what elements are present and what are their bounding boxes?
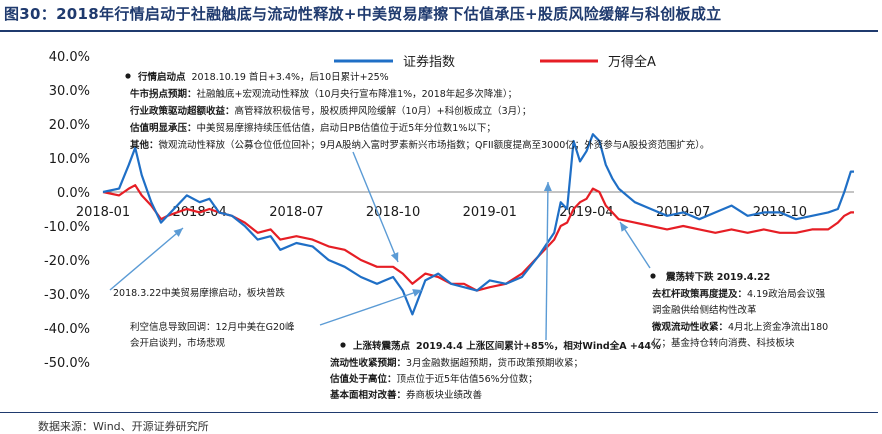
annotation-line: 亿；基金持仓转向消费、科技板块 bbox=[652, 337, 795, 349]
y-tick-label: 30.0% bbox=[49, 84, 90, 99]
bullet-icon bbox=[340, 342, 346, 348]
annotation-pullback: 利空信息导致回调：12月中美在G20峰 会开启谈判，市场悲观 bbox=[130, 321, 295, 349]
annotation-arrows bbox=[109, 151, 651, 341]
y-tick-label: -50.0% bbox=[44, 356, 90, 371]
annotation-arrow-line bbox=[319, 289, 423, 326]
arrowhead-icon bbox=[390, 252, 399, 262]
y-tick-label: 0.0% bbox=[57, 186, 90, 201]
x-tick-label: 2018-10 bbox=[366, 205, 420, 220]
arrowhead-icon bbox=[620, 222, 629, 232]
arrowhead-icon bbox=[543, 182, 552, 192]
y-tick-label: 20.0% bbox=[49, 118, 90, 133]
x-tick-label: 2018-01 bbox=[76, 205, 130, 220]
annotation-line: 震荡转下跌 2019.4.22 bbox=[665, 271, 770, 283]
figure-title: 图30：2018年行情启动于社融触底与流动性释放+中美贸易摩擦下估值承压+股质风… bbox=[4, 5, 722, 23]
annotation-line: 估值处于高位：顶点位于近5年估值56%分位数； bbox=[329, 373, 538, 385]
legend: 证券指数 万得全A bbox=[334, 54, 656, 70]
arrowhead-icon bbox=[173, 228, 183, 237]
annotation-start-point: 行情启动点 2018.10.19 首日+3.4%，后10日累计+25% 牛市拐点预… bbox=[125, 71, 710, 151]
legend-label-securities: 证券指数 bbox=[403, 54, 455, 70]
footer-rule bbox=[0, 412, 878, 413]
source-note: 数据来源：Wind、开源证券研究所 bbox=[38, 420, 209, 433]
annotation-line: 调金融供给侧结构性改革 bbox=[652, 304, 757, 316]
annotation-line: 基本面相对改善：券商板块业绩改善 bbox=[329, 389, 483, 401]
series-line-securities bbox=[102, 133, 854, 316]
annotation-arrow-line bbox=[352, 151, 399, 263]
annotation-rise-to-range: 上涨转震荡点 2019.4.4 上涨区间累计+85%，相对Wind全A +44% … bbox=[329, 340, 661, 401]
annotation-arrow-line bbox=[545, 181, 549, 341]
x-axis: 2018-01 2018-04 2018-07 2018-10 2019-01 2019-… bbox=[76, 191, 854, 220]
annotation-line: 其他：微观流动性释放（公募仓位低位回补；9月A股纳入富时罗素新兴市场指数；QFI… bbox=[130, 139, 710, 151]
annotation-line: 去杠杆政策再度提及：4.19政治局会议强 bbox=[652, 288, 826, 300]
x-tick-label: 2018-07 bbox=[269, 205, 323, 220]
x-tick-label: 2019-01 bbox=[463, 205, 517, 220]
annotation-line: 估值明显承压：中美贸易摩擦持续压低估值，启动日PB估值位于近5年分位数1%以下； bbox=[129, 122, 496, 134]
series-lines bbox=[102, 133, 854, 316]
annotation-trade-war: 2018.3.22中美贸易摩擦启动，板块普跌 bbox=[113, 287, 285, 299]
arrowhead-icon bbox=[412, 289, 422, 297]
y-axis: 40.0% 30.0% 20.0% 10.0% 0.0% -10.0% -20.0% -30.… bbox=[44, 50, 90, 371]
series-line-wind-all-a bbox=[102, 184, 854, 292]
annotation-range-to-decline: 震荡转下跌 2019.4.22 去杠杆政策再度提及：4.19政治局会议强 调金融… bbox=[650, 271, 828, 349]
legend-label-wind-all-a: 万得全A bbox=[608, 54, 656, 70]
title-rule bbox=[0, 30, 878, 32]
annotation-line: 会开启谈判，市场悲观 bbox=[130, 337, 226, 349]
annotation-line: 牛市拐点预期：社融触底+宏观流动性释放（10月央行宣布降准1%，2018年起多次… bbox=[130, 88, 517, 100]
annotation-line: 利空信息导致回调：12月中美在G20峰 bbox=[130, 321, 295, 333]
annotation-line: 行业政策驱动超额收益：高管释放积极信号，股权质押风险缓解（10月）+科创板成立（… bbox=[129, 105, 531, 117]
y-tick-label: 10.0% bbox=[49, 152, 90, 167]
annotation-line: 行情启动点 2018.10.19 首日+3.4%，后10日累计+25% bbox=[137, 71, 389, 83]
annotation-arrow-line bbox=[109, 227, 184, 291]
y-tick-label: -30.0% bbox=[44, 288, 90, 303]
annotation-line: 微观流动性收紧：4月北上资金净流出180 bbox=[651, 321, 828, 333]
y-tick-label: -20.0% bbox=[44, 254, 90, 269]
y-tick-label: -40.0% bbox=[44, 322, 90, 337]
annotation-line: 上涨转震荡点 2019.4.4 上涨区间累计+85%，相对Wind全A +44% bbox=[353, 340, 661, 352]
annotation-arrow-line bbox=[619, 221, 651, 269]
annotation-line: 流动性收紧预期：3月金融数据超预期，货币政策预期收紧； bbox=[330, 357, 583, 369]
bullet-icon bbox=[125, 73, 131, 79]
y-tick-label: 40.0% bbox=[49, 50, 90, 65]
y-tick-label: -10.0% bbox=[44, 220, 90, 235]
bullet-icon bbox=[650, 273, 656, 279]
